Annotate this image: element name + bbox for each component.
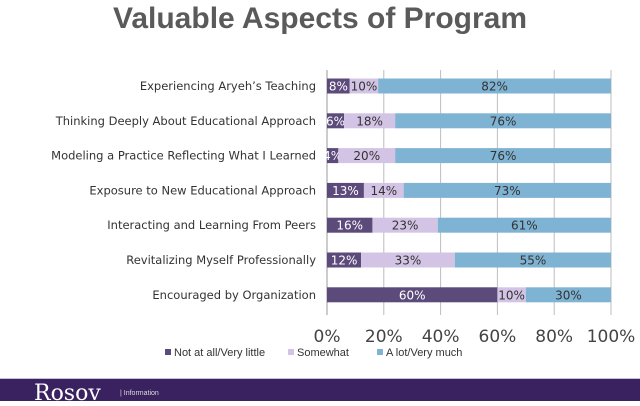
- data-label: 6%: [326, 114, 345, 128]
- data-label: 18%: [356, 114, 383, 128]
- data-label: 4%: [323, 149, 342, 163]
- bar-segment: [437, 217, 611, 233]
- data-label: 30%: [555, 288, 582, 302]
- legend-swatch: [377, 349, 383, 355]
- chart-title: Valuable Aspects of Program: [112, 2, 528, 35]
- data-label: 14%: [370, 184, 397, 198]
- data-label: 60%: [399, 288, 426, 302]
- legend-label: A lot/Very much: [386, 347, 462, 359]
- data-label: 16%: [336, 219, 363, 233]
- legend-swatch: [288, 349, 294, 355]
- data-label: 82%: [481, 80, 508, 94]
- bar-segment: [372, 217, 438, 233]
- data-label: 33%: [395, 254, 422, 268]
- bar-segment: [349, 78, 379, 94]
- data-label: 76%: [490, 149, 517, 163]
- category-label: Modeling a Practice Reflecting What I Le…: [51, 149, 316, 163]
- bar-segment: [525, 287, 611, 303]
- data-label: 10%: [351, 80, 378, 94]
- data-label: 23%: [392, 219, 419, 233]
- bar-segment: [327, 182, 364, 198]
- bar-segment: [327, 113, 345, 129]
- category-label: Thinking Deeply About Educational Approa…: [55, 114, 316, 128]
- x-tick-label: 20%: [365, 327, 403, 347]
- x-tick-label: 80%: [535, 327, 573, 347]
- legend-label: Somewhat: [297, 347, 349, 359]
- legend-label: Not at all/Very little: [174, 347, 265, 359]
- bar-segment: [454, 252, 611, 268]
- x-tick-label: 100%: [587, 327, 636, 347]
- bar-segment: [327, 252, 362, 268]
- data-label: 55%: [520, 254, 547, 268]
- footer-band: Rosov | Information: [0, 378, 640, 405]
- bar-segment: [344, 113, 396, 129]
- brand-subtitle: | Information: [120, 390, 159, 397]
- data-label: 73%: [494, 184, 521, 198]
- x-tick-label: 40%: [422, 327, 460, 347]
- category-label: Interacting and Learning From Peers: [107, 218, 316, 232]
- bar-segment: [327, 287, 498, 303]
- bar-segment: [327, 217, 373, 233]
- brand-logo: Rosov: [34, 381, 101, 406]
- bar-segment: [403, 182, 611, 198]
- x-tick-label: 0%: [314, 327, 341, 347]
- data-label: 61%: [511, 219, 538, 233]
- category-label: Revitalizing Myself Professionally: [126, 253, 316, 267]
- category-label: Experiencing Aryeh’s Teaching: [140, 79, 316, 93]
- stacked-bar-chart: 0% 20% 40% 60% 80% 100% Experiencing Aryeh’s T…: [51, 70, 636, 359]
- legend-swatch: [165, 349, 171, 355]
- bar-segment: [395, 113, 611, 129]
- data-label: 13%: [332, 184, 359, 198]
- category-label: Encouraged by Organization: [152, 288, 316, 302]
- data-label: 10%: [498, 288, 525, 302]
- category-label: Exposure to New Educational Approach: [89, 183, 316, 197]
- bar-segment: [363, 182, 404, 198]
- bar-segment: [378, 78, 611, 94]
- bar-segment: [327, 78, 350, 94]
- data-label: 12%: [331, 254, 358, 268]
- data-label: 8%: [329, 80, 348, 94]
- data-label: 76%: [490, 114, 517, 128]
- bar-segment: [395, 148, 611, 164]
- bar-segment: [361, 252, 455, 268]
- bar-segment: [497, 287, 526, 303]
- bar-segment: [338, 148, 396, 164]
- bar-segment: [327, 148, 339, 164]
- x-tick-label: 60%: [479, 327, 517, 347]
- data-label: 20%: [353, 149, 380, 163]
